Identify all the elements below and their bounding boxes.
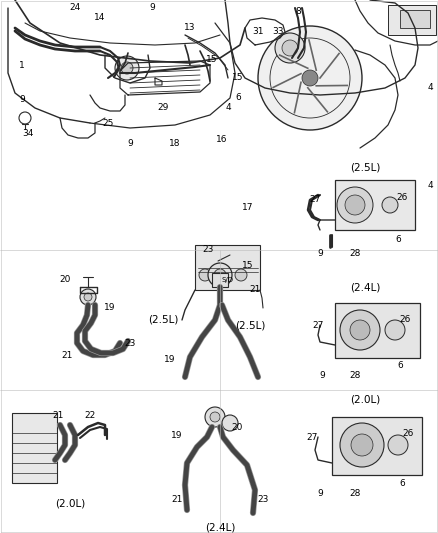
Text: 15: 15 — [232, 74, 244, 83]
Text: 26: 26 — [396, 192, 408, 201]
Circle shape — [235, 269, 247, 281]
Circle shape — [275, 33, 305, 63]
Text: 1: 1 — [19, 61, 25, 69]
Text: 9: 9 — [319, 370, 325, 379]
Text: (2.4L): (2.4L) — [350, 283, 380, 293]
Text: 22: 22 — [85, 410, 95, 419]
Circle shape — [350, 320, 370, 340]
Circle shape — [340, 423, 384, 467]
Text: 19: 19 — [171, 431, 183, 440]
Text: 26: 26 — [399, 316, 411, 325]
Circle shape — [340, 310, 380, 350]
Text: 27: 27 — [312, 320, 324, 329]
Circle shape — [351, 434, 373, 456]
Text: (2.0L): (2.0L) — [55, 498, 85, 508]
Circle shape — [222, 415, 238, 431]
Text: 6: 6 — [399, 479, 405, 488]
Text: 21: 21 — [171, 496, 183, 505]
Bar — [212, 273, 228, 287]
Text: 23: 23 — [124, 338, 136, 348]
Bar — [335, 180, 415, 230]
Circle shape — [84, 293, 92, 301]
Circle shape — [115, 56, 139, 80]
Text: (2.5L): (2.5L) — [235, 320, 265, 330]
Text: 23: 23 — [257, 496, 268, 505]
Text: 8: 8 — [295, 7, 301, 17]
Text: 4: 4 — [427, 181, 433, 190]
Text: 9: 9 — [317, 248, 323, 257]
Circle shape — [258, 26, 362, 130]
Bar — [388, 5, 436, 35]
Text: 28: 28 — [350, 489, 360, 497]
Bar — [335, 303, 420, 358]
Text: 17: 17 — [242, 204, 254, 213]
Text: 20: 20 — [59, 276, 71, 285]
Text: (2.5L): (2.5L) — [148, 315, 178, 325]
Bar — [332, 417, 422, 475]
Text: 15: 15 — [206, 55, 218, 64]
Bar — [195, 245, 260, 290]
Text: 9: 9 — [149, 4, 155, 12]
Text: 4: 4 — [225, 103, 231, 112]
Text: (2.0L): (2.0L) — [350, 395, 380, 405]
Circle shape — [121, 62, 133, 74]
Text: 27: 27 — [309, 196, 321, 205]
Circle shape — [217, 269, 229, 281]
Circle shape — [388, 435, 408, 455]
Text: 21: 21 — [61, 351, 73, 359]
Circle shape — [385, 320, 405, 340]
Text: 31: 31 — [252, 28, 264, 36]
Circle shape — [210, 412, 220, 422]
Text: 21: 21 — [249, 286, 261, 295]
Text: 20: 20 — [231, 423, 243, 432]
Text: 9: 9 — [19, 95, 25, 104]
Text: 34: 34 — [22, 128, 34, 138]
Text: (2.4L): (2.4L) — [205, 522, 235, 532]
Text: 23: 23 — [202, 246, 214, 254]
Text: S/D: S/D — [222, 277, 234, 283]
Text: 14: 14 — [94, 13, 106, 22]
Text: 24: 24 — [69, 4, 81, 12]
Circle shape — [80, 289, 96, 305]
Text: 6: 6 — [397, 360, 403, 369]
Text: 21: 21 — [52, 410, 64, 419]
Text: 6: 6 — [395, 236, 401, 245]
Bar — [400, 10, 430, 28]
Text: 19: 19 — [164, 356, 176, 365]
Text: 4: 4 — [427, 84, 433, 93]
Circle shape — [382, 197, 398, 213]
Text: 9: 9 — [317, 489, 323, 497]
Circle shape — [199, 269, 211, 281]
Circle shape — [282, 40, 298, 56]
Text: 9: 9 — [127, 139, 133, 148]
Text: 27: 27 — [306, 432, 318, 441]
Circle shape — [345, 195, 365, 215]
Bar — [12, 413, 57, 483]
Text: 29: 29 — [157, 103, 169, 112]
Text: 28: 28 — [350, 370, 360, 379]
Circle shape — [302, 70, 318, 86]
Text: 25: 25 — [102, 118, 114, 127]
Text: 18: 18 — [169, 139, 181, 148]
Text: 28: 28 — [350, 248, 360, 257]
Text: 15: 15 — [242, 261, 254, 270]
Circle shape — [337, 187, 373, 223]
Text: (2.5L): (2.5L) — [350, 162, 380, 172]
Text: 33: 33 — [272, 28, 284, 36]
Text: 16: 16 — [216, 135, 228, 144]
Text: 19: 19 — [104, 303, 116, 311]
Circle shape — [205, 407, 225, 427]
Text: 6: 6 — [235, 93, 241, 102]
Text: 13: 13 — [184, 23, 196, 33]
Circle shape — [208, 263, 232, 287]
Text: 26: 26 — [403, 429, 413, 438]
Circle shape — [214, 269, 226, 281]
